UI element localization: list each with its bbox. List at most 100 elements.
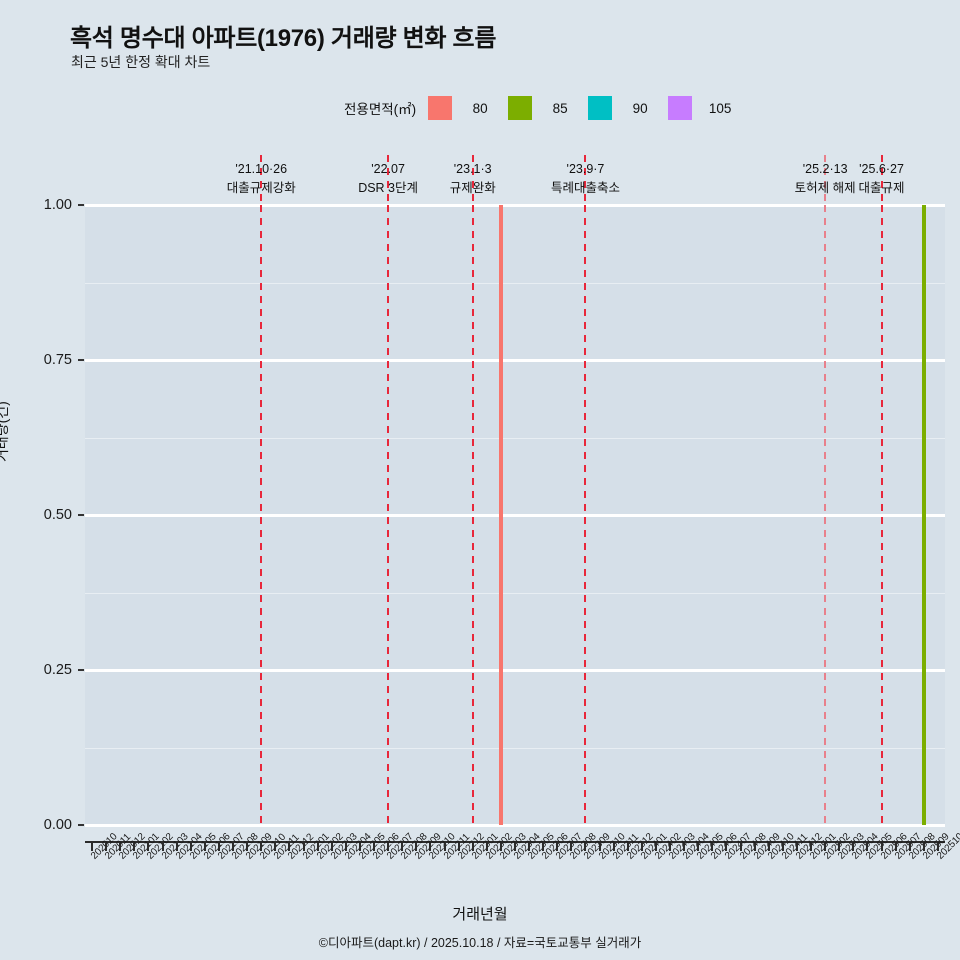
- x-tick-mark: [711, 843, 714, 851]
- legend-label-105: 105: [708, 100, 732, 116]
- x-tick-mark: [161, 843, 164, 851]
- x-tick-mark: [795, 843, 798, 851]
- x-tick-mark: [626, 843, 629, 851]
- legend-label-90: 90: [632, 100, 648, 116]
- x-tick-mark: [542, 843, 545, 851]
- x-tick-mark: [570, 843, 573, 851]
- footer-note: ©디아파트(dapt.kr) / 2025.10.18 / 자료=국토교통부 실…: [318, 936, 642, 950]
- x-tick-mark: [810, 843, 813, 851]
- x-tick-mark: [654, 843, 657, 851]
- x-tick-mark: [288, 843, 291, 851]
- legend-items: 80 85 90 105: [428, 96, 748, 120]
- legend-label-80: 80: [472, 100, 488, 116]
- x-tick-mark: [274, 843, 277, 851]
- plot-panel: [85, 203, 945, 827]
- x-tick-mark: [514, 843, 516, 851]
- x-tick-mark: [91, 843, 94, 851]
- y-tick-label: 0.00: [43, 817, 72, 833]
- event-tick-202502: [824, 155, 827, 205]
- x-tick-mark: [852, 843, 855, 851]
- x-axis-line: [85, 841, 945, 843]
- legend-item-80[interactable]: 80: [428, 96, 508, 120]
- gridline-y-0.00: [85, 823, 945, 827]
- legend-item-85[interactable]: 85: [508, 96, 588, 120]
- x-tick-mark: [373, 843, 376, 851]
- legend-swatch-85: [508, 96, 533, 120]
- x-tick-mark: [584, 843, 587, 851]
- x-tick-mark: [880, 843, 883, 851]
- event-tick-202506: [880, 155, 883, 205]
- gridline-y-minor: [85, 437, 945, 439]
- y-axis-title: 거래량(건): [0, 401, 10, 462]
- x-tick-mark: [457, 843, 460, 851]
- x-tick-mark: [246, 843, 249, 851]
- x-tick-mark: [330, 843, 333, 851]
- x-tick-mark: [669, 843, 672, 851]
- y-tick-mark: [78, 824, 84, 826]
- x-tick-mark: [429, 843, 432, 851]
- x-tick-mark: [415, 843, 418, 851]
- x-tick-mark: [189, 843, 192, 851]
- gridline-y-0.75: [85, 358, 945, 362]
- x-tick-mark: [922, 843, 925, 851]
- legend: 전용면적(㎡) 80 85 90 105: [344, 95, 748, 121]
- x-tick-mark: [683, 843, 686, 851]
- series-line-80[interactable]: [498, 205, 503, 825]
- y-tick-label: 0.75: [43, 352, 72, 368]
- x-tick-mark: [753, 843, 756, 851]
- x-tick-mark: [936, 843, 939, 851]
- x-tick-mark: [217, 843, 220, 851]
- x-tick-mark: [499, 843, 502, 851]
- x-tick-mark: [739, 843, 742, 851]
- legend-swatch-90: [588, 96, 613, 120]
- event-line-202506: [880, 205, 883, 825]
- x-tick-mark: [598, 843, 601, 851]
- event-line-202110: [260, 205, 263, 825]
- x-axis-title: 거래년월: [452, 906, 508, 923]
- gridline-y-minor: [85, 592, 945, 594]
- x-tick-mark: [612, 843, 615, 851]
- x-tick-mark: [824, 843, 827, 851]
- event-tick-202110: [260, 155, 263, 205]
- x-tick-mark: [894, 843, 897, 851]
- x-tick-mark: [358, 843, 361, 851]
- x-tick-mark: [908, 843, 911, 851]
- legend-swatch-80: [428, 96, 453, 120]
- x-tick-mark: [443, 843, 446, 851]
- x-tick-mark: [175, 843, 178, 851]
- x-tick-mark: [838, 843, 841, 851]
- y-tick-label: 1.00: [43, 197, 72, 213]
- x-tick-mark: [725, 843, 728, 851]
- x-tick-mark: [203, 843, 206, 851]
- x-tick-mark: [866, 843, 869, 851]
- x-tick-mark: [528, 843, 531, 851]
- x-tick-mark: [302, 843, 305, 851]
- legend-item-105[interactable]: 105: [668, 96, 748, 120]
- x-tick-mark: [133, 843, 136, 851]
- event-tick-202207: [387, 155, 390, 205]
- y-tick-mark: [78, 204, 84, 206]
- series-line-85[interactable]: [921, 205, 926, 825]
- x-tick-mark: [640, 843, 643, 851]
- y-tick-label: 0.50: [43, 507, 72, 523]
- event-line-202502: [824, 205, 827, 825]
- event-line-202207: [387, 205, 390, 825]
- x-tick-mark: [697, 843, 700, 851]
- event-line-202309: [584, 205, 587, 825]
- event-line-202301: [471, 205, 474, 825]
- x-tick-mark: [105, 843, 108, 851]
- legend-swatch-105: [668, 96, 693, 120]
- x-tick-mark: [767, 843, 770, 851]
- gridline-y-0.25: [85, 668, 945, 672]
- x-tick-mark: [401, 843, 404, 851]
- x-tick-mark: [119, 843, 122, 851]
- legend-label-85: 85: [552, 100, 568, 116]
- event-tick-202309: [584, 155, 587, 205]
- x-tick-mark: [556, 843, 559, 851]
- x-tick-mark: [344, 843, 347, 851]
- chart-title: 흑석 명수대 아파트(1976) 거래량 변화 흐름: [70, 25, 497, 52]
- legend-item-90[interactable]: 90: [588, 96, 668, 120]
- gridline-y-minor: [85, 282, 945, 284]
- y-tick-mark: [78, 514, 84, 516]
